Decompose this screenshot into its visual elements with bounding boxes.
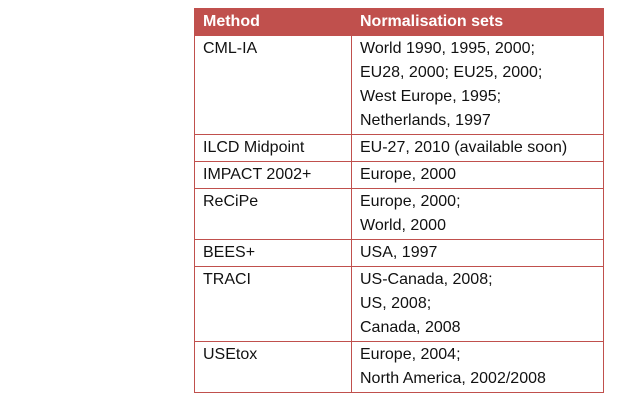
sets-cell: USA, 1997 [351,239,604,267]
table-row: ReCiPe Europe, 2000; World, 2000 [194,188,604,240]
set-line: EU28, 2000; EU25, 2000; [360,64,543,81]
method-cell: IMPACT 2002+ [194,161,352,189]
set-line: Europe, 2004; [360,346,461,363]
table-row: IMPACT 2002+ Europe, 2000 [194,161,604,189]
method-cell: ReCiPe [194,188,352,240]
set-line: North America, 2002/2008 [360,370,546,387]
header-method: Method [194,8,352,36]
sets-cell: Europe, 2004; North America, 2002/2008 [351,341,604,393]
table-row: CML-IA World 1990, 1995, 2000; EU28, 200… [194,35,604,135]
set-line: EU-27, 2010 (available soon) [360,139,568,156]
method-cell: TRACI [194,266,352,342]
set-line: Canada, 2008 [360,319,461,336]
method-cell: USEtox [194,341,352,393]
set-line: Europe, 2000 [360,166,457,183]
set-line: US, 2008; [360,295,432,312]
set-line: World, 2000 [360,217,446,234]
header-normalisation-sets: Normalisation sets [351,8,604,36]
method-cell: CML-IA [194,35,352,135]
set-line: Europe, 2000; [360,193,461,210]
normalisation-table: Method Normalisation sets CML-IA World 1… [194,8,604,393]
normalisation-table-container: Method Normalisation sets CML-IA World 1… [194,8,604,393]
table-row: ILCD Midpoint EU-27, 2010 (available soo… [194,134,604,162]
table-row: BEES+ USA, 1997 [194,239,604,267]
method-cell: BEES+ [194,239,352,267]
set-line: Netherlands, 1997 [360,112,491,129]
table-row: TRACI US-Canada, 2008; US, 2008; Canada,… [194,266,604,342]
table-row: USEtox Europe, 2004; North America, 2002… [194,341,604,393]
table-body: CML-IA World 1990, 1995, 2000; EU28, 200… [194,35,604,393]
sets-cell: World 1990, 1995, 2000; EU28, 2000; EU25… [351,35,604,135]
set-line: USA, 1997 [360,244,438,261]
table-header-row: Method Normalisation sets [194,8,604,36]
set-line: US-Canada, 2008; [360,271,493,288]
sets-cell: Europe, 2000 [351,161,604,189]
set-line: World 1990, 1995, 2000; [360,40,535,57]
method-cell: ILCD Midpoint [194,134,352,162]
sets-cell: US-Canada, 2008; US, 2008; Canada, 2008 [351,266,604,342]
sets-cell: Europe, 2000; World, 2000 [351,188,604,240]
sets-cell: EU-27, 2010 (available soon) [351,134,604,162]
set-line: West Europe, 1995; [360,88,502,105]
